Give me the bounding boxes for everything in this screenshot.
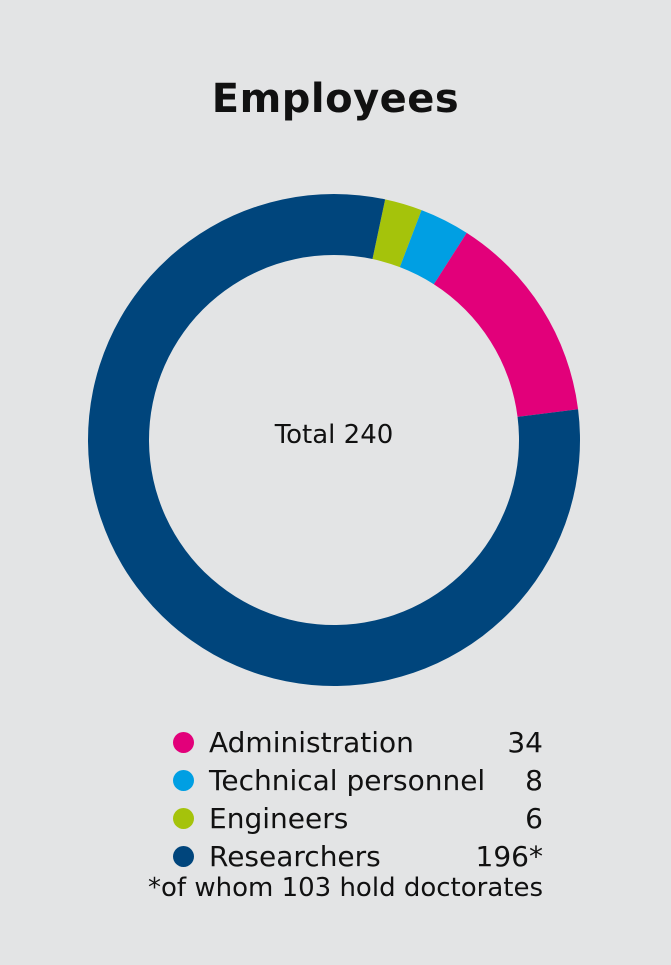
legend-dot: [173, 846, 194, 867]
legend-label: Engineers: [209, 802, 349, 835]
legend-item-administration: Administration 34: [170, 724, 545, 762]
legend-value: 196*: [475, 840, 543, 873]
legend-item-technical-personnel: Technical personnel 8: [170, 762, 545, 800]
legend-item-researchers: Researchers 196*: [170, 838, 545, 876]
chart-title: Employees: [211, 76, 460, 122]
footnote: *of whom 103 hold doctorates: [148, 873, 544, 903]
legend-value: 34: [507, 726, 543, 759]
legend-label: Researchers: [209, 840, 381, 873]
donut-slice-engineers: [372, 199, 422, 268]
legend-label: Technical personnel: [209, 764, 486, 797]
donut-slice-technical-personnel: [399, 210, 467, 285]
legend: Administration 34 Technical personnel 8 …: [170, 724, 545, 876]
legend-value: 8: [525, 764, 543, 797]
legend-dot: [173, 808, 194, 829]
legend-dot: [173, 770, 194, 791]
donut-slice-administration: [433, 232, 579, 417]
legend-label: Administration: [209, 726, 414, 759]
legend-item-engineers: Engineers 6: [170, 800, 545, 838]
legend-value: 6: [525, 802, 543, 835]
legend-dot: [173, 732, 194, 753]
center-total-label: Total 240: [274, 420, 394, 450]
